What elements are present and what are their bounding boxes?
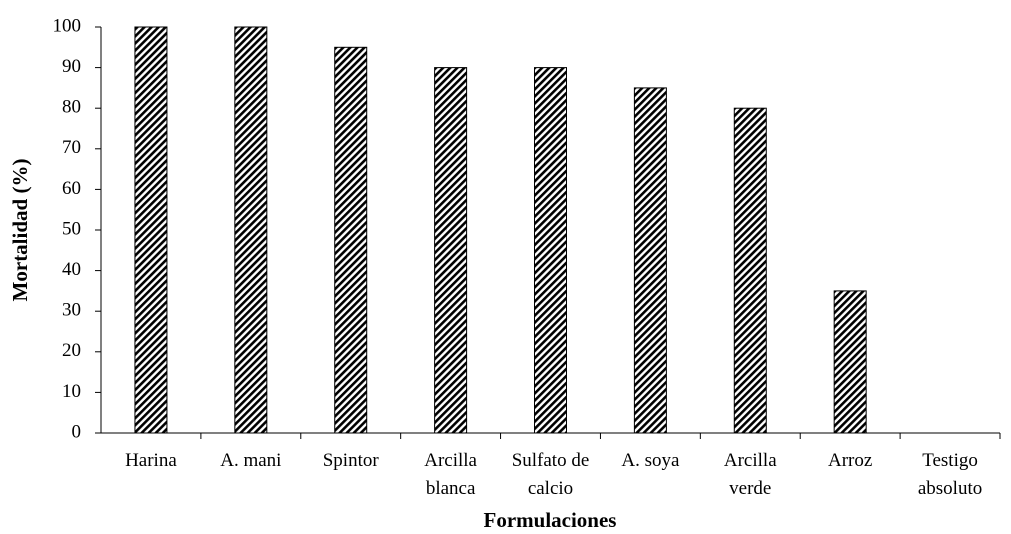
bar	[134, 26, 168, 434]
bar	[633, 87, 667, 434]
x-tick-label: A. soya	[621, 450, 680, 471]
bar	[434, 67, 468, 434]
bar	[534, 67, 567, 434]
y-tick-label: 80	[62, 97, 81, 118]
y-tick-label: 60	[62, 178, 81, 199]
bar	[733, 107, 767, 434]
y-tick-label: 20	[62, 340, 81, 361]
x-tick-label: A. mani	[220, 450, 282, 471]
x-tick-label: Spintor	[322, 450, 379, 471]
y-tick-label: 70	[62, 137, 81, 158]
x-tick-label: Arcilla blanca	[424, 450, 477, 499]
y-tick-label: 90	[62, 56, 81, 77]
y-tick-label: 100	[53, 15, 82, 36]
y-tick-label: 30	[62, 300, 81, 321]
bar	[234, 26, 268, 434]
x-axis-label: Formulaciones	[484, 508, 617, 532]
x-tick-label: Arroz	[828, 450, 873, 471]
x-tick-label: Testigo absoluto	[917, 450, 983, 499]
y-axis-label: Mortalidad (%)	[8, 159, 32, 302]
x-tick-label: Arcilla verde	[723, 450, 777, 499]
y-tick-label: 10	[62, 381, 81, 402]
y-tick-label: 0	[72, 421, 82, 442]
y-tick-label: 40	[62, 259, 81, 280]
bar	[334, 46, 368, 434]
x-tick-label: Sulfato de calcio	[511, 450, 590, 499]
x-tick-label: Harina	[125, 450, 177, 471]
y-tick-label: 50	[62, 218, 81, 239]
bar	[833, 290, 867, 434]
